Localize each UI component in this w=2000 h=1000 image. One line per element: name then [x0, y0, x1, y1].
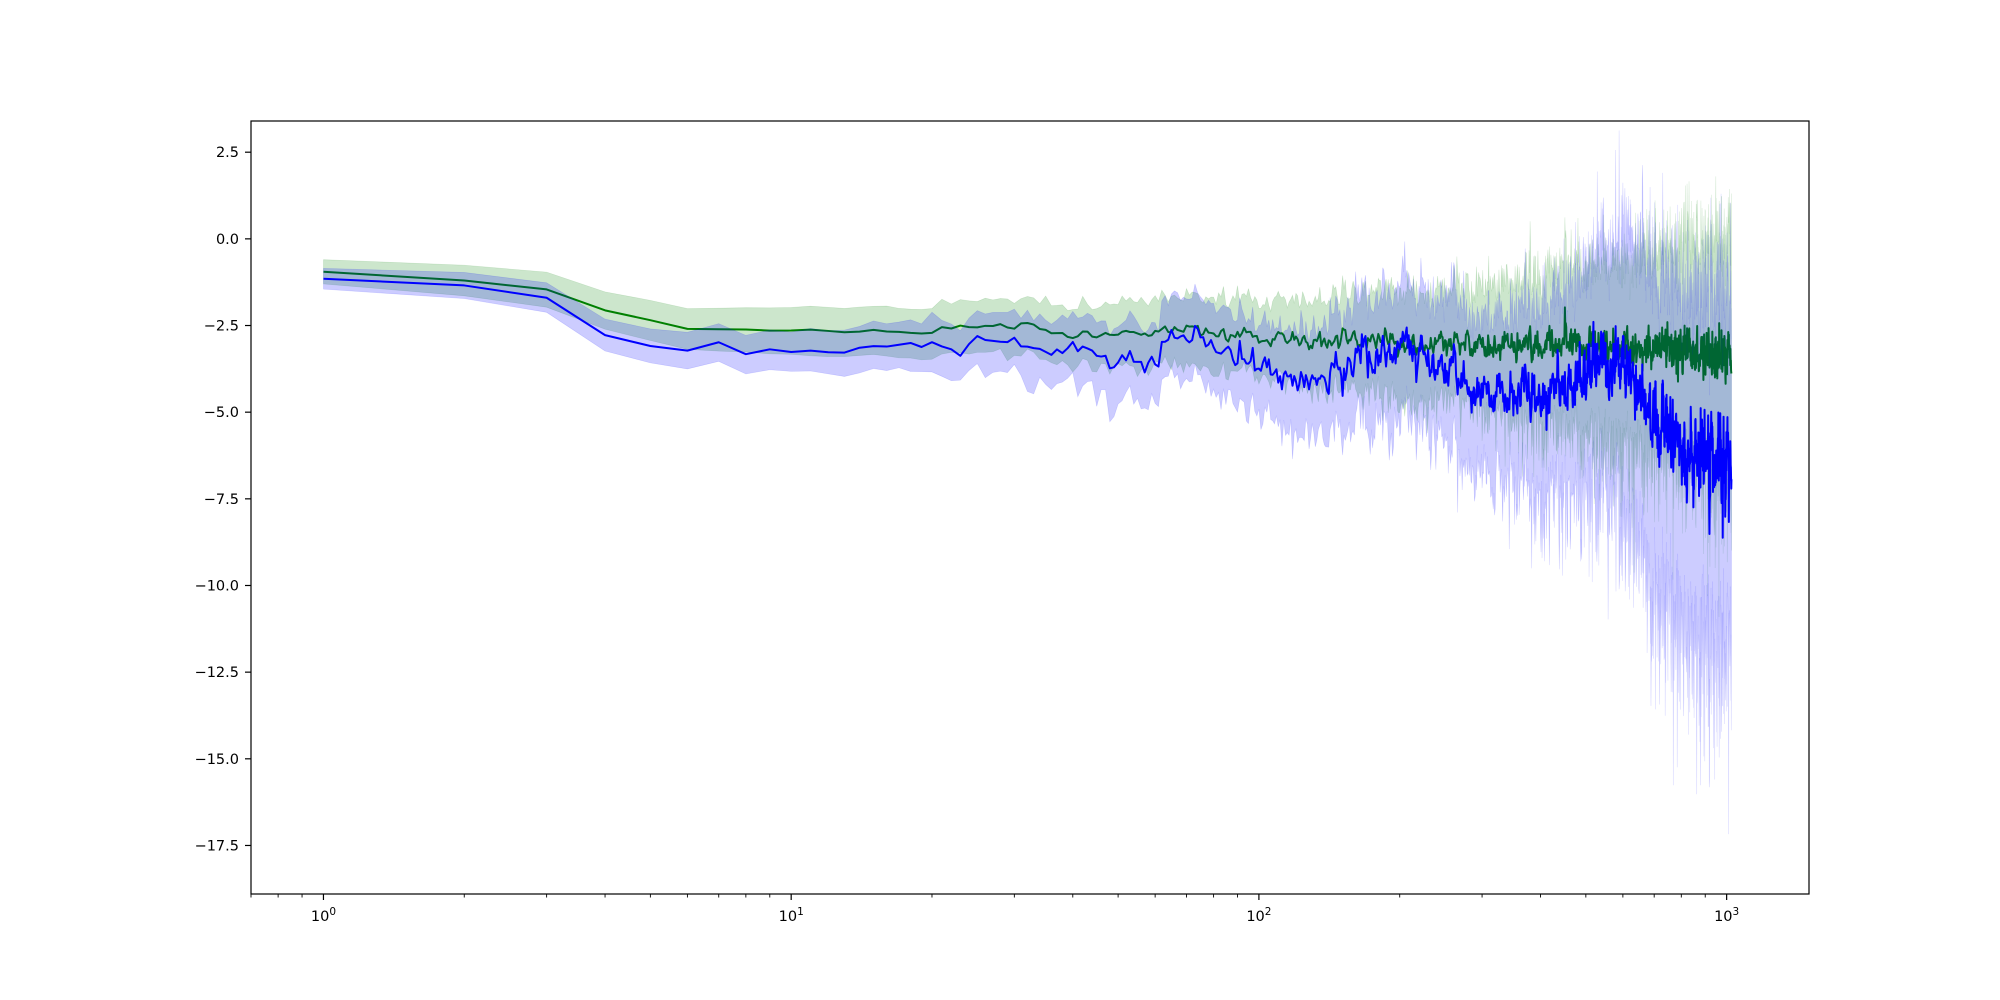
series-1-mean-line: [323, 270, 1733, 385]
plot-area: [250, 120, 1810, 895]
y-tick-label: 2.5: [216, 145, 239, 161]
y-tick-label: 0.0: [216, 232, 239, 248]
y-axis: 2.5 0.0 −2.5 −5.0 −7.5 −10.0 −12.5 −15.0 −17.5: [195, 145, 251, 854]
y-tick-label: −17.5: [195, 838, 239, 854]
series-layer: [323, 130, 1733, 835]
y-tick-label: −5.0: [204, 405, 239, 421]
x-tick-label: 102: [1246, 906, 1271, 925]
series-2-confidence-band: [323, 130, 1732, 835]
x-tick-label: 103: [1714, 906, 1739, 925]
x-tick-label: 100: [311, 906, 336, 925]
y-tick-label: −2.5: [204, 319, 239, 335]
y-tick-label: −10.0: [195, 578, 239, 594]
y-tick-label: −15.0: [195, 752, 239, 768]
y-tick-label: −12.5: [195, 665, 239, 681]
x-axis: 100 101 102 103: [250, 894, 1739, 925]
series-2-mean-line: [323, 277, 1733, 539]
axes-frame: [250, 120, 1810, 895]
series-1-confidence-band: [323, 176, 1732, 617]
x-tick-label: 101: [779, 906, 804, 925]
y-tick-label: −7.5: [204, 492, 239, 508]
